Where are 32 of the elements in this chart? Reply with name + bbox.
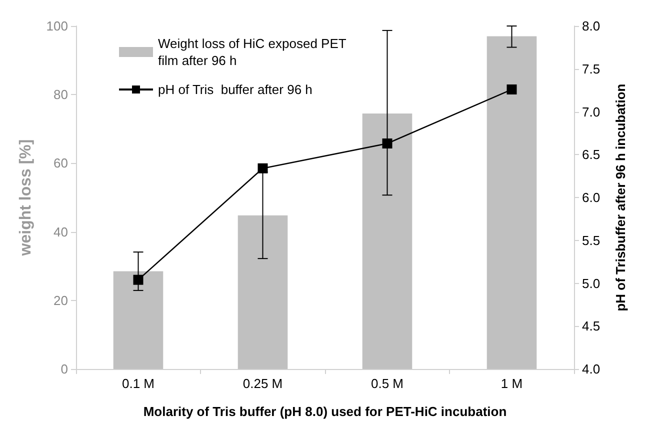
y2-tick-label: 7.0 xyxy=(582,104,600,120)
x-tick-label: 1 M xyxy=(500,376,523,391)
bar xyxy=(238,215,288,369)
legend-label: pH of Tris buffer after 96 h xyxy=(158,82,312,97)
point xyxy=(382,138,392,148)
x-tick-label: 0.25 M xyxy=(242,376,283,391)
x-tick-label: 0.5 M xyxy=(370,376,404,391)
point xyxy=(506,84,517,94)
bar xyxy=(362,113,412,369)
bar xyxy=(486,36,537,369)
point xyxy=(258,163,268,174)
y-tick-label: 40 xyxy=(54,224,68,240)
y2-tick-label: 5.0 xyxy=(582,276,600,291)
y-tick-label: 0 xyxy=(60,362,68,376)
y-tick-label: 80 xyxy=(54,87,68,102)
y2-tick-label: 4.5 xyxy=(582,318,600,334)
x-axis-title: Molarity of Tris buffer (pH 8.0) used for PET-HiC incubation xyxy=(143,404,507,419)
y2-tick-label: 7.5 xyxy=(582,61,600,76)
y-tick-label: 100 xyxy=(46,18,68,34)
y-axis-title: weight loss [%] xyxy=(18,139,34,257)
x-tick-label: 0.1 M xyxy=(122,376,155,391)
y2-tick-label: 8.0 xyxy=(582,18,600,34)
y2-tick-label: 5.5 xyxy=(582,232,600,248)
y2-axis-title: pH of Trisbuffer after 96 h incubation xyxy=(613,84,628,312)
y2-tick-label: 6.5 xyxy=(582,147,600,162)
y2-tick-label: 4.0 xyxy=(582,362,600,376)
y-tick-label: 60 xyxy=(54,156,68,171)
y2-tick-label: 6.0 xyxy=(582,190,600,205)
y-tick-label: 20 xyxy=(54,292,68,308)
point xyxy=(133,274,144,285)
legend-label: Weight loss of HiC exposed PET film after 96 h xyxy=(158,36,350,68)
bar xyxy=(113,271,164,369)
